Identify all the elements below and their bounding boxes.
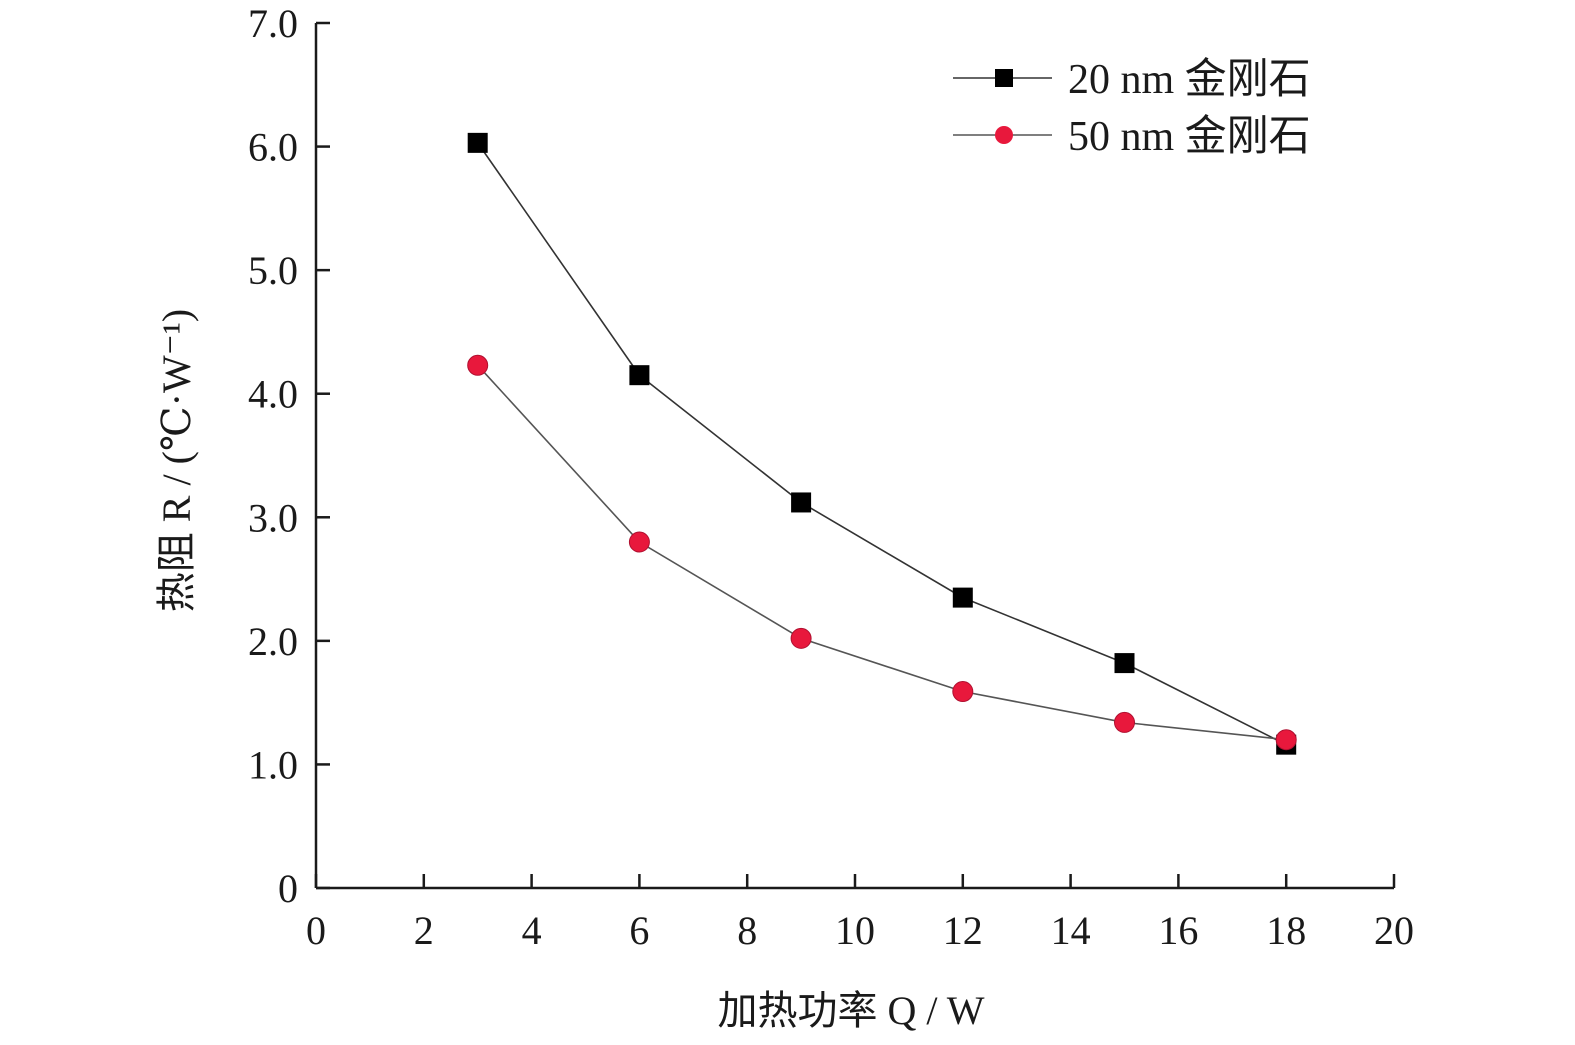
y-tick-label: 5.0 — [248, 248, 298, 293]
legend-item: 20 nm 金刚石 — [953, 56, 1311, 103]
data-point — [467, 354, 489, 376]
data-point — [1114, 711, 1135, 733]
data-point — [952, 681, 974, 703]
x-tick-label: 14 — [1051, 908, 1091, 953]
x-tick-label: 20 — [1374, 908, 1414, 953]
data-point — [952, 587, 973, 608]
data-point — [1114, 653, 1135, 674]
x-axis-title: 加热功率 Q / W — [717, 988, 984, 1033]
x-tick-label: 18 — [1266, 908, 1306, 953]
y-tick-label: 4.0 — [248, 372, 298, 417]
series-layer — [467, 132, 1297, 755]
series-line — [477, 142, 1287, 746]
legend-marker — [995, 69, 1013, 87]
data-point — [467, 132, 488, 153]
data-point — [790, 627, 812, 649]
y-axis-title: 热阻 R / (℃·W⁻¹) — [154, 309, 199, 612]
x-tick-label: 6 — [629, 908, 649, 953]
legend-item: 50 nm 金刚石 — [953, 113, 1311, 160]
legend-label: 20 nm 金刚石 — [1068, 56, 1311, 103]
series-2 — [467, 354, 1297, 751]
x-ticks: 0 2 4 6 8 10 12 14 16 18 20 — [306, 874, 1414, 953]
x-tick-label: 10 — [835, 908, 875, 953]
y-tick-label: 0 — [278, 866, 298, 911]
legend-marker — [995, 126, 1013, 144]
y-ticks: 0 1.0 2.0 3.0 4.0 5.0 6.0 7.0 — [248, 1, 330, 911]
y-tick-label: 2.0 — [248, 619, 298, 664]
legend-label: 50 nm 金刚石 — [1068, 113, 1311, 160]
y-tick-label: 3.0 — [248, 495, 298, 540]
data-point — [791, 492, 812, 513]
y-tick-label: 6.0 — [248, 125, 298, 170]
x-tick-label: 2 — [414, 908, 434, 953]
data-point — [1275, 729, 1297, 751]
y-tick-label: 7.0 — [248, 1, 298, 46]
y-tick-label: 1.0 — [248, 742, 298, 787]
data-point — [629, 365, 650, 386]
x-tick-label: 4 — [522, 908, 542, 953]
x-tick-label: 8 — [737, 908, 757, 953]
series-line — [477, 364, 1287, 741]
x-tick-label: 12 — [943, 908, 983, 953]
x-tick-label: 0 — [306, 908, 326, 953]
x-tick-label: 16 — [1158, 908, 1198, 953]
series-1 — [467, 132, 1297, 755]
legend: 20 nm 金刚石 50 nm 金刚石 — [953, 56, 1311, 160]
data-point — [628, 531, 650, 553]
